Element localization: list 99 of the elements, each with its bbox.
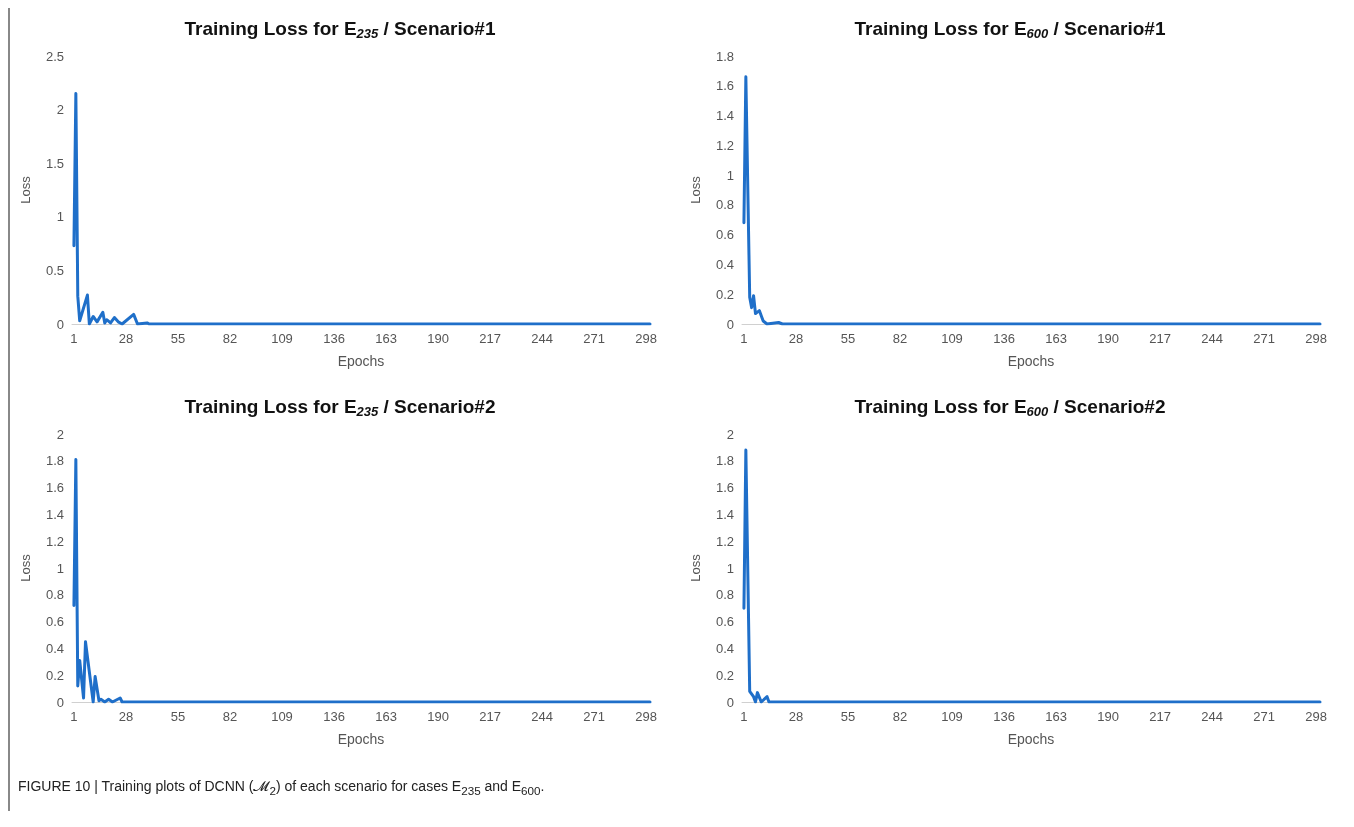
y-tick-label: 1.8 [45, 453, 64, 469]
y-tick-label: 0.4 [715, 640, 734, 656]
y-tick-label: 1 [56, 209, 64, 225]
x-tick-label: 244 [1201, 709, 1223, 724]
x-axis-title: Epochs [337, 353, 385, 369]
x-tick-label: 136 [993, 331, 1015, 346]
x-tick-label: 217 [1149, 331, 1171, 346]
y-tick-label: 0 [56, 316, 64, 332]
line-series [72, 457, 652, 704]
x-tick-label: 136 [323, 331, 345, 346]
x-tick-label: 55 [170, 331, 186, 346]
y-tick-label: 1.6 [45, 480, 64, 496]
x-tick-label: 217 [479, 331, 501, 346]
y-tick-label: 2 [56, 426, 64, 442]
y-tick-label: 1.2 [715, 137, 734, 153]
y-tick-label: 0.4 [715, 256, 734, 272]
x-tick-label: 271 [583, 709, 605, 724]
y-tick-label: 2 [56, 102, 64, 118]
x-tick-label: 190 [427, 709, 449, 724]
y-tick-label: 0.2 [45, 667, 64, 683]
x-tick-label: 190 [1097, 331, 1119, 346]
x-tick-label: 298 [635, 331, 657, 346]
x-axis-title: Epochs [337, 731, 385, 747]
y-axis-title: Loss [688, 553, 703, 582]
x-tick-label: 163 [1045, 709, 1067, 724]
y-axis-title: Loss [688, 175, 703, 204]
x-tick-label: 28 [118, 709, 134, 724]
y-tick-label: 1 [56, 560, 64, 576]
x-tick-label: 109 [941, 709, 963, 724]
y-tick-label: 0.2 [715, 667, 734, 683]
y-tick-label: 0.6 [715, 227, 734, 243]
y-tick-label: 0.8 [45, 587, 64, 603]
y-tick-label: 1.6 [715, 78, 734, 94]
y-tick-label: 2 [726, 426, 734, 442]
x-tick-label: 28 [788, 709, 804, 724]
y-tick-label: 0.8 [715, 587, 734, 603]
x-tick-label: 163 [375, 709, 397, 724]
x-tick-label: 190 [427, 331, 449, 346]
y-tick-label: 1.8 [715, 48, 734, 64]
x-tick-label: 1 [70, 331, 78, 346]
caption: FIGURE 10 | Training plots of DCNN (𝓜$_{2}$) of each scenario for cases E$_{235}$ and E$_{600}$. [17, 777, 546, 799]
x-tick-label: 136 [323, 709, 345, 724]
y-tick-label: 0.8 [715, 197, 734, 213]
x-tick-label: 28 [118, 331, 134, 346]
y-tick-label: 1.4 [715, 108, 734, 124]
x-tick-label: 82 [222, 709, 238, 724]
x-tick-label: 163 [375, 331, 397, 346]
y-tick-label: 1.4 [45, 506, 64, 522]
y-tick-label: 0.4 [45, 640, 64, 656]
line-series [742, 448, 1322, 704]
x-tick-label: 190 [1097, 709, 1119, 724]
x-tick-label: 271 [583, 331, 605, 346]
y-tick-label: 2.5 [45, 48, 64, 64]
x-tick-label: 82 [892, 331, 908, 346]
y-tick-label: 0 [56, 694, 64, 710]
x-tick-label: 28 [788, 331, 804, 346]
x-tick-label: 244 [531, 331, 553, 346]
y-axis-title: Loss [18, 553, 33, 582]
x-tick-label: 1 [740, 331, 748, 346]
x-tick-label: 271 [1253, 331, 1275, 346]
x-axis-title: Epochs [1007, 353, 1055, 369]
x-tick-label: 82 [892, 709, 908, 724]
x-tick-label: 109 [941, 331, 963, 346]
x-tick-label: 217 [1149, 709, 1171, 724]
y-tick-label: 1.6 [715, 480, 734, 496]
x-tick-label: 1 [740, 709, 748, 724]
y-tick-label: 0 [726, 694, 734, 710]
y-tick-label: 0.5 [45, 262, 64, 278]
y-tick-label: 1.2 [45, 533, 64, 549]
y-tick-label: 1.2 [715, 533, 734, 549]
x-tick-label: 1 [70, 709, 78, 724]
y-tick-label: 0.2 [715, 286, 734, 302]
y-axis-title: Loss [18, 175, 33, 204]
x-tick-label: 298 [1305, 331, 1327, 346]
x-tick-label: 271 [1253, 709, 1275, 724]
x-tick-label: 244 [531, 709, 553, 724]
x-tick-label: 109 [271, 331, 293, 346]
y-tick-label: 0.6 [715, 614, 734, 630]
x-tick-label: 136 [993, 709, 1015, 724]
x-tick-label: 298 [635, 709, 657, 724]
x-tick-label: 298 [1305, 709, 1327, 724]
line-series [72, 92, 652, 326]
x-tick-label: 55 [170, 709, 186, 724]
x-tick-label: 55 [840, 331, 856, 346]
y-tick-label: 1 [726, 560, 734, 576]
x-axis-title: Epochs [1007, 731, 1055, 747]
x-tick-label: 217 [479, 709, 501, 724]
x-tick-label: 82 [222, 331, 238, 346]
x-tick-label: 55 [840, 709, 856, 724]
line-series [742, 75, 1322, 326]
y-tick-label: 1.8 [715, 453, 734, 469]
y-tick-label: 1 [726, 167, 734, 183]
y-tick-label: 0.6 [45, 614, 64, 630]
x-tick-label: 163 [1045, 331, 1067, 346]
y-tick-label: 1.5 [45, 155, 64, 171]
y-tick-label: 1.4 [715, 506, 734, 522]
y-tick-label: 0 [726, 316, 734, 332]
x-tick-label: 109 [271, 709, 293, 724]
x-tick-label: 244 [1201, 331, 1223, 346]
